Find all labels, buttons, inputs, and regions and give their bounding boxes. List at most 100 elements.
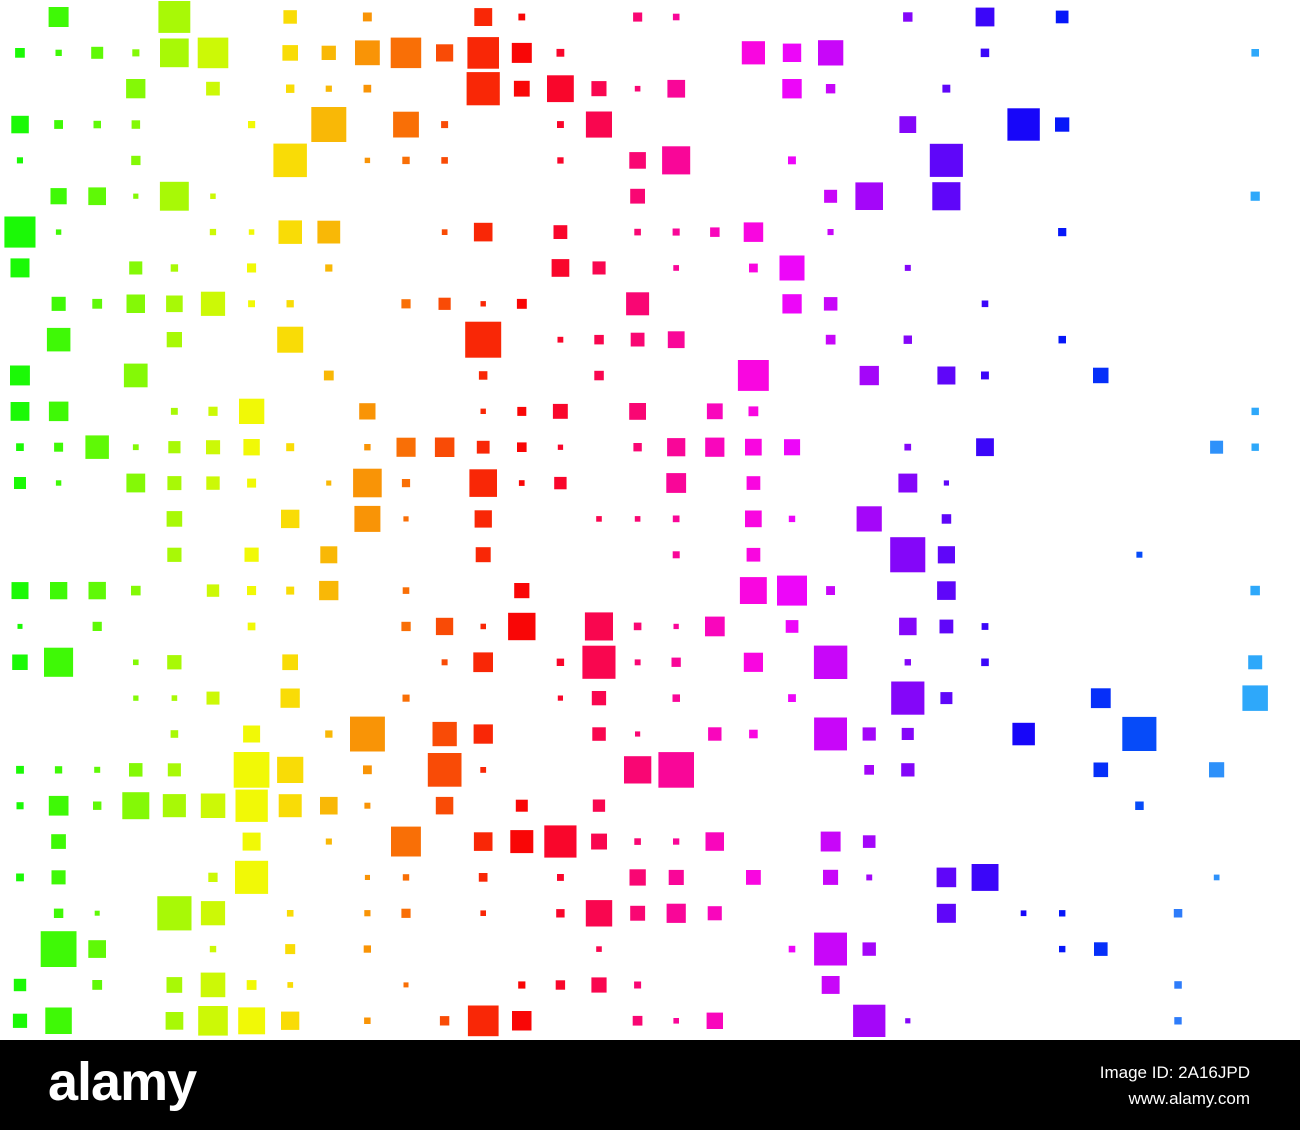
square <box>238 1007 266 1035</box>
square <box>44 647 74 677</box>
square <box>478 371 488 380</box>
square <box>547 75 574 103</box>
square <box>13 978 27 992</box>
square <box>932 182 961 211</box>
square <box>208 872 218 882</box>
square <box>788 945 796 953</box>
square <box>1055 10 1069 24</box>
square <box>157 896 192 931</box>
square <box>94 766 101 773</box>
square <box>582 645 616 679</box>
square <box>132 49 140 57</box>
square <box>235 789 268 822</box>
square <box>708 727 722 741</box>
square <box>508 612 536 641</box>
square <box>92 621 102 631</box>
square <box>88 940 106 958</box>
square <box>673 1018 679 1024</box>
square <box>132 444 139 451</box>
square <box>667 79 686 98</box>
square <box>278 220 302 244</box>
square <box>942 84 951 93</box>
square <box>1135 801 1144 810</box>
square <box>277 326 304 353</box>
square <box>936 867 957 888</box>
square <box>12 1013 28 1028</box>
square <box>55 49 62 56</box>
square <box>88 187 106 206</box>
square <box>247 586 257 596</box>
square <box>475 547 491 563</box>
square <box>585 111 612 138</box>
square <box>1210 440 1224 454</box>
watermark-bar <box>0 1040 1300 1130</box>
square <box>133 659 139 666</box>
square <box>891 681 925 715</box>
square <box>364 444 371 451</box>
square <box>162 794 186 818</box>
square <box>48 401 69 422</box>
square <box>518 981 526 989</box>
square <box>248 121 256 129</box>
square <box>51 834 66 849</box>
square <box>16 873 24 882</box>
square <box>16 157 23 164</box>
square <box>782 43 802 62</box>
square <box>705 437 725 457</box>
square <box>633 622 642 631</box>
square <box>131 585 141 596</box>
square <box>364 802 371 809</box>
square <box>596 516 602 522</box>
square <box>363 945 371 953</box>
url: www.alamy.com <box>1127 1089 1250 1108</box>
square <box>350 716 385 752</box>
square <box>467 37 499 69</box>
square <box>634 838 641 845</box>
square <box>629 403 646 420</box>
square <box>198 1006 228 1036</box>
square <box>596 946 602 952</box>
square <box>123 363 148 388</box>
square <box>432 721 457 747</box>
square <box>745 438 762 456</box>
square <box>92 298 103 309</box>
square <box>672 551 680 559</box>
square <box>866 874 873 881</box>
square <box>436 44 454 62</box>
square <box>814 932 847 966</box>
square <box>93 801 102 810</box>
square <box>480 301 486 307</box>
square <box>393 111 419 138</box>
square <box>551 259 570 277</box>
square <box>782 294 802 314</box>
square <box>247 622 256 631</box>
square <box>166 332 182 348</box>
square <box>1251 407 1259 416</box>
square <box>391 826 421 857</box>
square <box>286 84 295 93</box>
square <box>282 45 298 61</box>
square <box>325 85 332 92</box>
square <box>555 980 566 990</box>
square <box>273 143 307 178</box>
square <box>634 659 641 666</box>
square <box>739 577 767 604</box>
square <box>286 910 294 917</box>
square <box>666 903 686 923</box>
square <box>14 477 26 489</box>
square <box>862 727 876 741</box>
square <box>743 222 764 242</box>
square <box>903 12 913 22</box>
square <box>544 825 577 858</box>
square <box>517 406 527 416</box>
square <box>166 511 183 527</box>
square <box>16 765 24 774</box>
square <box>200 972 226 998</box>
square <box>166 295 183 313</box>
square <box>246 980 257 990</box>
square <box>319 580 339 601</box>
square <box>16 802 24 810</box>
square <box>242 832 261 851</box>
square <box>936 903 956 923</box>
square <box>553 225 568 239</box>
